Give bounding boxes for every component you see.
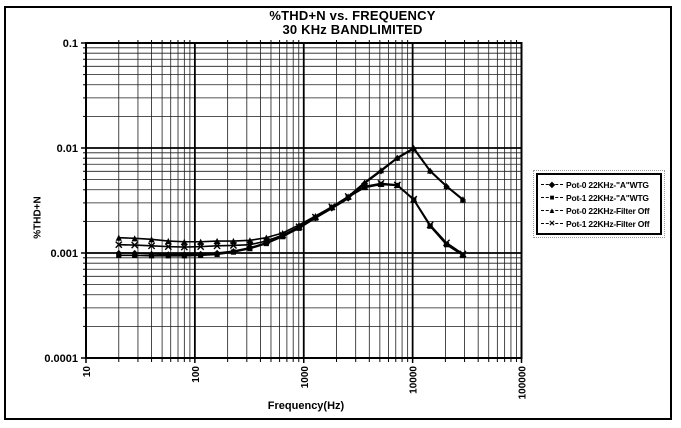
x-tick-label: 1000 — [300, 366, 311, 389]
legend-label: Pot-1 22KHz-"A"WTG — [566, 192, 649, 203]
x-marker-icon: ✕ — [548, 218, 556, 228]
legend-item: ▲ Pot-0 22KHz-Filter Off — [540, 204, 658, 217]
legend-item: ✕ Pot-1 22KHz-Filter Off — [540, 217, 658, 230]
triangle-marker-icon — [165, 237, 172, 245]
x-marker-icon — [295, 223, 303, 231]
triangle-marker-icon — [246, 237, 253, 244]
legend-line — [541, 222, 563, 224]
legend-line — [541, 183, 563, 185]
x-marker-icon — [442, 239, 451, 247]
y-tick-label: 0.1 — [63, 38, 78, 50]
legend-swatch: ■ — [540, 193, 564, 203]
chart-title: %THD+N vs. FREQUENCY — [269, 8, 436, 23]
x-marker-icon — [311, 213, 320, 221]
square-marker-icon: ■ — [549, 192, 555, 202]
square-marker-icon — [443, 242, 450, 248]
triangle-marker-icon — [230, 237, 237, 245]
square-marker-icon — [427, 223, 433, 229]
legend-item: ■ Pot-1 22KHz-"A"WTG — [540, 191, 658, 204]
plot-border — [85, 42, 523, 359]
triangle-marker-icon — [443, 182, 450, 190]
diamond-marker-icon: ◆ — [548, 179, 556, 189]
square-marker-icon — [230, 249, 237, 255]
square-marker-icon — [460, 252, 466, 258]
triangle-marker-icon — [459, 196, 467, 203]
legend-swatch: ✕ — [540, 219, 564, 229]
legend-line — [541, 209, 563, 211]
x-tick-label: 10000 — [409, 366, 420, 394]
triangle-marker-icon — [197, 238, 204, 245]
legend-label: Pot-0 22KHz-Filter Off — [566, 205, 650, 216]
x-marker-icon — [115, 241, 123, 249]
x-tick-label: 100 — [191, 366, 202, 383]
legend-label: Pot-1 22KHz-Filter Off — [566, 218, 650, 229]
x-marker-icon — [328, 203, 336, 211]
square-marker-icon — [181, 253, 187, 259]
legend-swatch: ◆ — [540, 180, 564, 190]
x-tick-label: 100000 — [518, 366, 529, 400]
triangle-marker-icon — [394, 154, 401, 161]
triangle-marker-icon — [377, 167, 385, 174]
triangle-marker-icon — [427, 167, 434, 174]
x-marker-icon — [246, 241, 254, 249]
y-tick-label: 0.01 — [57, 143, 78, 155]
x-marker-icon — [262, 237, 270, 245]
triangle-marker-icon — [131, 235, 138, 242]
triangle-marker-icon — [148, 236, 155, 243]
square-marker-icon — [116, 252, 122, 258]
x-marker-icon — [360, 182, 369, 191]
triangle-marker-icon — [410, 144, 417, 152]
x-marker-icon — [279, 231, 287, 239]
y-tick-label: 0.0001 — [44, 353, 78, 365]
legend-line — [541, 196, 563, 198]
x-marker-icon — [131, 241, 139, 249]
x-axis-title: Frequency(Hz) — [267, 400, 345, 412]
x-marker-icon — [393, 181, 401, 189]
square-marker-icon — [132, 252, 138, 258]
x-marker-icon — [147, 242, 156, 250]
x-marker-icon — [180, 243, 188, 251]
x-marker-icon — [377, 179, 385, 188]
series-line — [118, 182, 464, 255]
x-marker-icon — [344, 192, 352, 201]
legend-item: ◆ Pot-0 22KHz-"A"WTG — [540, 178, 658, 191]
series-line — [118, 147, 464, 243]
square-marker-icon — [263, 240, 269, 247]
x-marker-icon — [213, 242, 221, 250]
legend-swatch: ▲ — [540, 206, 564, 216]
legend: ◆ Pot-0 22KHz-"A"WTG ■ Pot-1 22KHz-"A"WT… — [533, 170, 665, 238]
x-marker-icon — [459, 250, 467, 258]
square-marker-icon — [361, 184, 368, 191]
x-marker-icon — [164, 243, 172, 251]
square-marker-icon — [214, 251, 220, 257]
x-tick-label: 10 — [82, 366, 93, 378]
y-tick-label: 0.001 — [50, 248, 78, 260]
triangle-marker-icon: ▲ — [548, 205, 556, 215]
triangle-marker-icon — [181, 238, 188, 245]
square-marker-icon — [165, 253, 171, 259]
square-marker-icon — [280, 234, 286, 240]
triangle-marker-icon — [115, 234, 122, 241]
x-marker-icon — [410, 195, 418, 203]
triangle-marker-icon — [213, 237, 221, 245]
chart-title-block: %THD+N vs. FREQUENCY 30 KHz BANDLIMITED — [90, 8, 615, 38]
x-marker-icon — [197, 243, 205, 251]
x-marker-icon — [229, 241, 238, 250]
chart-subtitle: 30 KHz BANDLIMITED — [282, 22, 423, 38]
square-marker-icon — [247, 246, 253, 252]
square-marker-icon — [296, 225, 302, 231]
y-axis-title: %THD+N — [32, 196, 44, 239]
legend-label: Pot-0 22KHz-"A"WTG — [566, 179, 649, 190]
square-marker-icon — [148, 253, 155, 259]
square-marker-icon — [198, 252, 204, 258]
x-marker-icon — [426, 221, 434, 229]
square-marker-icon — [378, 181, 384, 188]
